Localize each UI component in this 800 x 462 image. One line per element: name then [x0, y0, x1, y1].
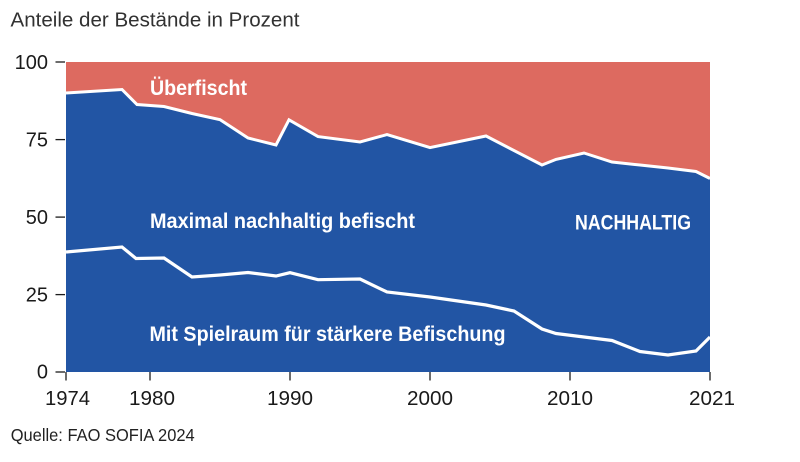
svg-text:0: 0 — [37, 362, 48, 384]
svg-text:Anteile der Bestände in Prozen: Anteile der Bestände in Prozent — [11, 10, 300, 32]
svg-text:25: 25 — [26, 285, 48, 307]
svg-text:1980: 1980 — [129, 388, 175, 410]
svg-text:Quelle: FAO SOFIA 2024: Quelle: FAO SOFIA 2024 — [11, 425, 195, 445]
svg-text:Maximal nachhaltig befischt: Maximal nachhaltig befischt — [150, 210, 415, 233]
svg-text:100: 100 — [15, 52, 48, 74]
svg-text:2000: 2000 — [407, 388, 453, 410]
svg-text:1990: 1990 — [267, 388, 313, 410]
svg-text:Mit Spielraum für stärkere Bef: Mit Spielraum für stärkere Befischung — [150, 323, 506, 346]
svg-text:50: 50 — [26, 207, 48, 229]
svg-text:NACHHALTIG: NACHHALTIG — [575, 212, 691, 235]
svg-text:1974: 1974 — [45, 388, 90, 410]
svg-text:75: 75 — [26, 130, 48, 152]
svg-text:2021: 2021 — [689, 388, 735, 410]
svg-text:2010: 2010 — [547, 388, 593, 410]
svg-text:Überfischt: Überfischt — [150, 77, 247, 100]
